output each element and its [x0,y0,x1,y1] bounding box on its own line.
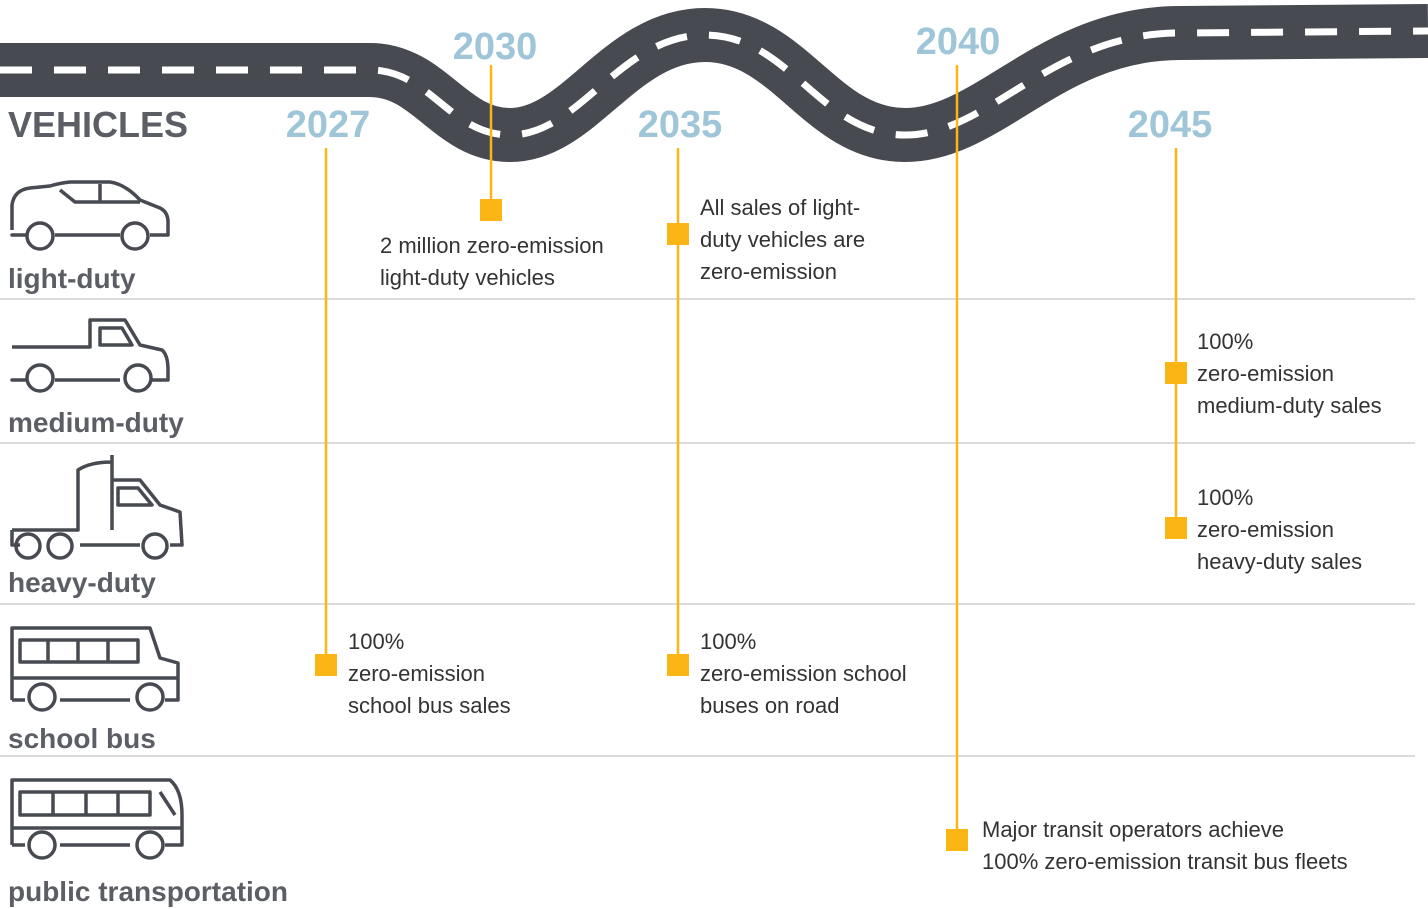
semi-icon [12,455,182,558]
milestone-marker [946,829,968,851]
milestone-text: 100% zero-emission transit bus fleets [982,849,1348,874]
year-label: 2035 [638,104,723,146]
car-icon [12,182,168,249]
row-label: medium-duty [8,407,184,438]
milestone-text: 100% [700,629,756,654]
school-bus-icon [12,628,178,710]
milestone-marker [1165,362,1187,384]
year-label: 2027 [286,104,371,146]
row-label: public transportation [8,876,288,907]
pickup-icon [12,320,168,391]
milestone-text: 2 million zero-emission [380,233,604,258]
milestone-text: zero-emission [1197,517,1334,542]
milestone-text: 100% [1197,329,1253,354]
year-label: 2045 [1128,104,1213,146]
transit-bus-icon [12,780,182,858]
milestone-text: zero-emission school [700,661,907,686]
year-label: 2030 [453,26,538,68]
milestone-text: zero-emission [348,661,485,686]
milestone-marker [667,654,689,676]
milestone-text: 100% [348,629,404,654]
milestone-text: Major transit operators achieve [982,817,1284,842]
milestone-text: heavy-duty sales [1197,549,1362,574]
milestone-text: school bus sales [348,693,511,718]
milestone-text: 100% [1197,485,1253,510]
milestone-text: buses on road [700,693,839,718]
milestone-marker [1165,517,1187,539]
milestone-text: light-duty vehicles [380,265,555,290]
row-label: light-duty [8,263,136,294]
header: VEHICLES [8,104,188,145]
milestone-text: All sales of light- [700,195,860,220]
roadmap: VEHICLES 2027 2030 2035 2040 2045 light-duty m… [0,0,1428,909]
year-label: 2040 [916,21,1001,63]
milestone-text: zero-emission [700,259,837,284]
row-label: heavy-duty [8,567,156,598]
milestone-marker [480,199,502,221]
row-label: school bus [8,723,156,754]
milestone-text: medium-duty sales [1197,393,1382,418]
milestone-marker [667,223,689,245]
milestone-text: zero-emission [1197,361,1334,386]
milestone-marker [315,654,337,676]
milestone-text: duty vehicles are [700,227,865,252]
